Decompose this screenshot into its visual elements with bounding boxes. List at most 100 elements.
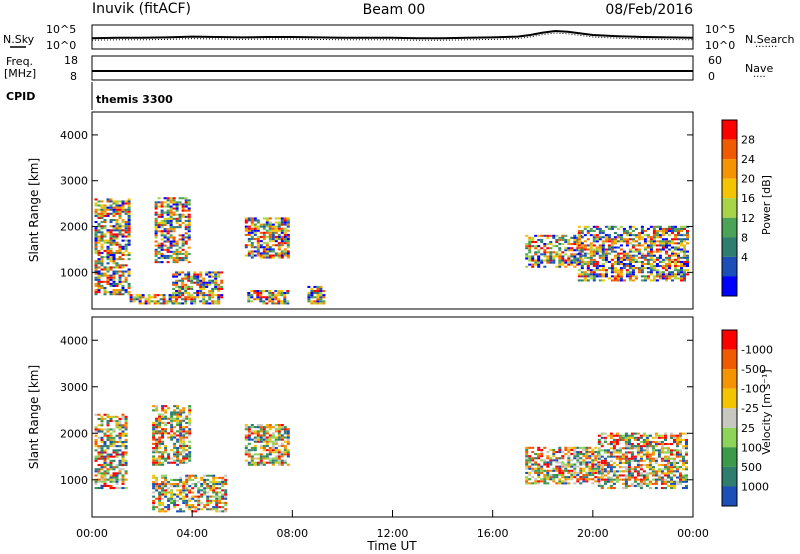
heatmap-cell [247, 250, 251, 253]
heatmap-cell [634, 248, 638, 251]
heatmap-cell [103, 434, 107, 437]
heatmap-cell [567, 241, 571, 244]
noise-right-tick-top: 10^5 [705, 23, 735, 36]
colorbar-swatch [722, 408, 737, 428]
heatmap-cell [630, 436, 634, 439]
heatmap-cell [164, 444, 168, 447]
heatmap-cell [158, 426, 162, 429]
heatmap-cell [597, 465, 601, 468]
heatmap-cell [190, 277, 194, 280]
heatmap-cell [586, 269, 590, 272]
heatmap-cell [250, 457, 254, 460]
heatmap-cell [600, 445, 604, 448]
heatmap-cell [310, 294, 314, 297]
heatmap-cell [654, 470, 658, 473]
heatmap-cell [660, 451, 664, 454]
heatmap-cell [121, 474, 125, 477]
heatmap-cell [625, 271, 629, 274]
heatmap-cell [585, 457, 589, 460]
heatmap-cell [181, 283, 185, 286]
heatmap-cell [173, 411, 177, 414]
heatmap-cell [121, 225, 125, 228]
heatmap-cell [634, 240, 638, 243]
heatmap-cell [155, 419, 159, 422]
heatmap-cell [271, 256, 275, 259]
heatmap-cell [179, 489, 183, 492]
heatmap-cell [639, 478, 643, 481]
heatmap-cell [683, 250, 686, 253]
heatmap-cell [677, 232, 680, 235]
heatmap-cell [94, 413, 98, 416]
heatmap-cell [97, 464, 101, 467]
heatmap-cell [200, 485, 204, 488]
heatmap-cell [155, 438, 159, 441]
heatmap-cell [121, 445, 125, 448]
heatmap-cell [259, 453, 263, 456]
heatmap-cell [603, 449, 607, 452]
heatmap-cell [679, 453, 682, 456]
heatmap-cell [677, 258, 680, 261]
heatmap-cell [640, 230, 644, 233]
heatmap-cell [256, 238, 260, 241]
heatmap-cell [124, 210, 128, 213]
heatmap-cell [109, 229, 113, 232]
heatmap-cell [100, 221, 104, 224]
heatmap-cell [674, 254, 677, 257]
heatmap-cell [573, 255, 577, 258]
heatmap-cell [112, 227, 116, 230]
heatmap-cell [313, 285, 317, 288]
heatmap-cell [188, 447, 192, 450]
heatmap-cell [310, 287, 314, 290]
heatmap-cell [161, 504, 165, 507]
heatmap-cell [609, 484, 613, 487]
heatmap-cell [277, 292, 281, 295]
heatmap-cell [212, 478, 216, 481]
heatmap-cell [652, 230, 656, 233]
heatmap-cell [646, 254, 650, 257]
heatmap-cell [633, 436, 637, 439]
heatmap-cell [124, 415, 128, 418]
heatmap-cell [549, 253, 553, 256]
heatmap-cell [94, 262, 98, 265]
heatmap-cell [286, 438, 290, 441]
heatmap-cell [664, 480, 667, 483]
heatmap-cell [274, 455, 278, 458]
heatmap-cell [555, 465, 559, 468]
heatmap-cell [181, 285, 185, 288]
heatmap-cell [121, 455, 125, 458]
heatmap-cell [218, 497, 222, 500]
heatmap-cell [94, 426, 98, 429]
heatmap-cell [280, 231, 284, 234]
heatmap-cell [115, 289, 119, 292]
heatmap-cell [265, 235, 269, 238]
heatmap-cell [286, 221, 290, 224]
heatmap-cell [603, 451, 607, 454]
heatmap-cell [645, 441, 649, 444]
heatmap-cell [664, 451, 667, 454]
heatmap-cell [211, 287, 215, 290]
heatmap-cell [265, 440, 269, 443]
heatmap-cell [615, 474, 619, 477]
heatmap-cell [619, 234, 623, 237]
heatmap-cell [268, 246, 272, 249]
heatmap-cell [534, 245, 538, 248]
heatmap-cell [598, 232, 602, 235]
heatmap-cell [262, 447, 266, 450]
heatmap-cell [185, 432, 189, 435]
heatmap-cell [591, 482, 595, 485]
heatmap-cell [118, 422, 122, 425]
heatmap-cell [677, 234, 680, 237]
heatmap-cell [313, 302, 317, 305]
heatmap-cell [680, 267, 683, 270]
heatmap-cell [580, 236, 584, 239]
heatmap-cell [648, 480, 652, 483]
heatmap-cell [609, 470, 613, 473]
heatmap-cell [182, 444, 186, 447]
heatmap-cell [221, 478, 225, 481]
heatmap-cell [211, 292, 215, 295]
heatmap-cell [586, 260, 590, 263]
heatmap-cell [179, 419, 183, 422]
heatmap-cell [592, 238, 596, 241]
heatmap-cell [555, 251, 559, 254]
heatmap-cell [166, 211, 170, 214]
